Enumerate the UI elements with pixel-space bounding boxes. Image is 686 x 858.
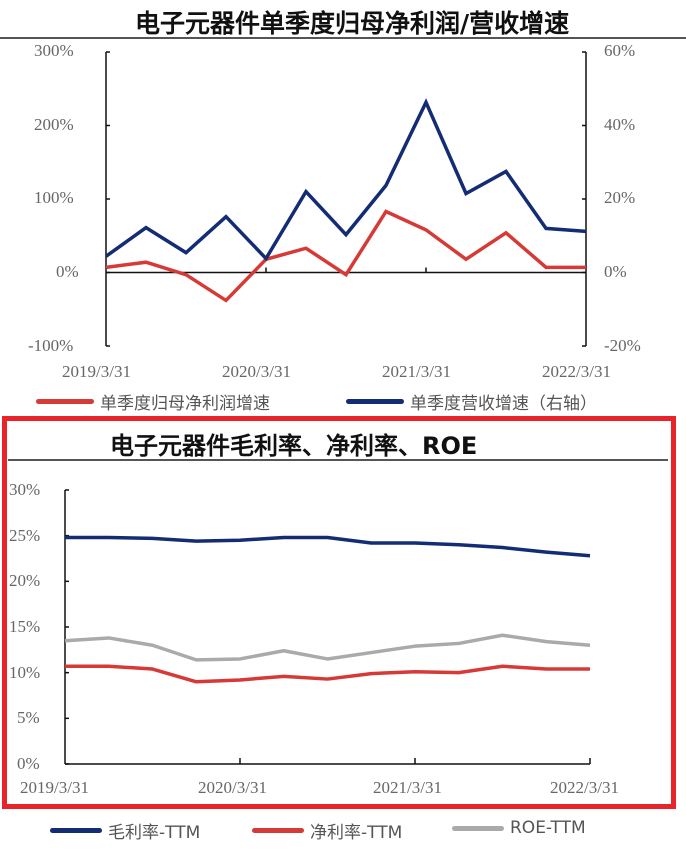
legend-swatch — [36, 399, 94, 404]
chart2-y-tick: 5% — [17, 708, 40, 727]
chart2-legend-item-net: 净利率-TTM — [252, 818, 402, 843]
chart1-x-tick: 2021/3/31 — [382, 362, 451, 381]
chart1-plot — [104, 51, 587, 347]
chart2-legend-item-gross: 毛利率-TTM — [50, 818, 200, 843]
chart2-legend-item-roe: ROE-TTM — [452, 818, 586, 838]
chart2-y-tick: 10% — [9, 663, 41, 682]
chart2-x-tick: 2020/3/31 — [198, 778, 267, 797]
chart1-title: 电子元器件单季度归母净利润/营收增速 — [135, 9, 570, 38]
chart1-yleft-tick: 100% — [34, 188, 74, 207]
chart1-yright-tick: 0% — [604, 262, 627, 281]
chart2-y-tick: 25% — [9, 526, 41, 545]
chart2-title-rule — [8, 459, 668, 461]
legend-swatch — [50, 828, 102, 833]
legend-label: 单季度营收增速（右轴） — [410, 394, 597, 414]
chart1-yleft-tick: 200% — [34, 115, 74, 134]
chart2-y-tick: 30% — [9, 480, 41, 499]
chart1-legend-item-revenue: 单季度营收增速（右轴） — [346, 389, 597, 414]
chart1-yright-tick: 20% — [604, 188, 636, 207]
chart1-yleft-tick: -100% — [28, 336, 74, 355]
chart1-yright-tick: -20% — [604, 336, 641, 355]
highlight-frame — [2, 416, 676, 809]
chart1-yright-tick: 40% — [604, 115, 636, 134]
chart2-y-tick: 0% — [17, 754, 40, 773]
chart2-x-tick: 2021/3/31 — [373, 778, 442, 797]
chart1-title-rule — [0, 37, 686, 39]
chart1-x-tick: 2020/3/31 — [222, 362, 291, 381]
chart2-title: 电子元器件毛利率、净利率、ROE — [110, 432, 478, 460]
legend-label: 毛利率-TTM — [108, 823, 201, 843]
chart1-legend-item-profit: 单季度归母净利润增速 — [36, 389, 270, 414]
legend-label: 净利率-TTM — [310, 823, 403, 843]
legend-swatch — [452, 825, 504, 831]
chart1-x-tick: 2019/3/31 — [62, 362, 131, 381]
chart1-yleft-tick: 0% — [56, 262, 79, 281]
legend-label: ROE-TTM — [510, 818, 586, 838]
chart2-x-tick: 2019/3/31 — [20, 778, 89, 797]
chart2-x-tick: 2022/3/31 — [550, 778, 619, 797]
chart1-yleft-tick: 300% — [34, 41, 74, 60]
legend-label: 单季度归母净利润增速 — [100, 394, 270, 414]
chart2-y-tick: 20% — [9, 571, 41, 590]
chart2-y-tick: 15% — [9, 617, 41, 636]
legend-swatch — [252, 828, 304, 833]
chart1-yright-tick: 60% — [604, 41, 636, 60]
legend-swatch — [346, 399, 404, 404]
chart1-x-tick: 2022/3/31 — [542, 362, 611, 381]
